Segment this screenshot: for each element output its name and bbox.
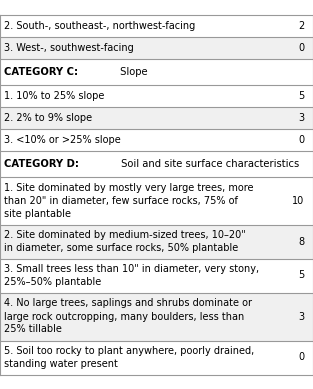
- Bar: [0, 84, 313, 107]
- Bar: [0, 293, 313, 340]
- Text: 2: 2: [298, 21, 304, 30]
- Bar: [0, 177, 313, 224]
- Text: large rock outcropping, many boulders, less than: large rock outcropping, many boulders, l…: [4, 312, 244, 321]
- Text: Soil and site surface characteristics: Soil and site surface characteristics: [118, 158, 299, 168]
- Text: 0: 0: [298, 135, 304, 144]
- Text: 3. Small trees less than 10" in diameter, very stony,: 3. Small trees less than 10" in diameter…: [4, 264, 259, 274]
- Text: 5. Soil too rocky to plant anywhere, poorly drained,: 5. Soil too rocky to plant anywhere, poo…: [4, 346, 254, 356]
- Text: CATEGORY C:: CATEGORY C:: [4, 67, 78, 77]
- Text: standing water present: standing water present: [4, 359, 118, 369]
- Text: 1. 10% to 25% slope: 1. 10% to 25% slope: [4, 91, 104, 100]
- Bar: [0, 14, 313, 37]
- Text: Slope: Slope: [117, 67, 148, 77]
- Text: than 20" in diameter, few surface rocks, 75% of: than 20" in diameter, few surface rocks,…: [4, 196, 238, 205]
- Text: 3: 3: [298, 112, 304, 123]
- Text: 5: 5: [298, 270, 304, 280]
- Text: 1. Site dominated by mostly very large trees, more: 1. Site dominated by mostly very large t…: [4, 182, 253, 193]
- Bar: [0, 128, 313, 151]
- Text: 8: 8: [298, 237, 304, 247]
- Text: 25%–50% plantable: 25%–50% plantable: [4, 277, 101, 287]
- Text: 3. West-, southwest-facing: 3. West-, southwest-facing: [4, 42, 134, 53]
- Bar: [0, 340, 313, 375]
- Bar: [0, 259, 313, 293]
- Text: 3: 3: [298, 312, 304, 321]
- Bar: [0, 37, 313, 58]
- Text: site plantable: site plantable: [4, 209, 71, 219]
- Text: 4. No large trees, saplings and shrubs dominate or: 4. No large trees, saplings and shrubs d…: [4, 298, 252, 308]
- Text: 10: 10: [292, 196, 304, 205]
- Text: 2. 2% to 9% slope: 2. 2% to 9% slope: [4, 112, 92, 123]
- Text: 0: 0: [298, 42, 304, 53]
- Text: 2. South-, southeast-, northwest-facing: 2. South-, southeast-, northwest-facing: [4, 21, 195, 30]
- Text: 3. <10% or >25% slope: 3. <10% or >25% slope: [4, 135, 121, 144]
- Text: 5: 5: [298, 91, 304, 100]
- Bar: [0, 107, 313, 128]
- Text: CATEGORY D:: CATEGORY D:: [4, 158, 79, 168]
- Bar: [0, 224, 313, 259]
- Text: in diameter, some surface rocks, 50% plantable: in diameter, some surface rocks, 50% pla…: [4, 243, 238, 253]
- Bar: [0, 58, 313, 84]
- Text: 2. Site dominated by medium-sized trees, 10–20": 2. Site dominated by medium-sized trees,…: [4, 230, 245, 240]
- Text: 0: 0: [298, 352, 304, 363]
- Bar: [0, 151, 313, 177]
- Text: 25% tillable: 25% tillable: [4, 324, 62, 335]
